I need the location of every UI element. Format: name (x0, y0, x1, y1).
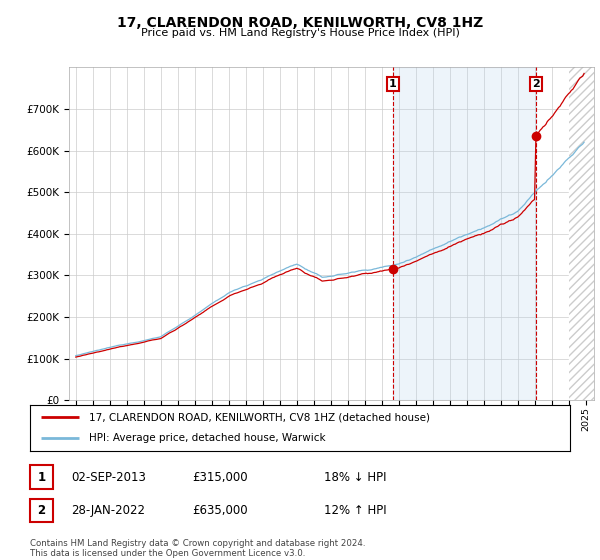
Text: 02-SEP-2013: 02-SEP-2013 (71, 470, 146, 484)
Text: 1: 1 (389, 79, 397, 89)
Text: HPI: Average price, detached house, Warwick: HPI: Average price, detached house, Warw… (89, 433, 326, 444)
Text: 18% ↓ HPI: 18% ↓ HPI (324, 470, 386, 484)
Bar (569, 67, 594, 400)
Text: 17, CLARENDON ROAD, KENILWORTH, CV8 1HZ: 17, CLARENDON ROAD, KENILWORTH, CV8 1HZ (117, 16, 483, 30)
Text: Price paid vs. HM Land Registry's House Price Index (HPI): Price paid vs. HM Land Registry's House … (140, 28, 460, 38)
Text: 12% ↑ HPI: 12% ↑ HPI (324, 504, 386, 517)
Bar (569, 67, 594, 400)
Text: 1: 1 (37, 470, 46, 484)
Text: 2: 2 (37, 504, 46, 517)
Text: 17, CLARENDON ROAD, KENILWORTH, CV8 1HZ (detached house): 17, CLARENDON ROAD, KENILWORTH, CV8 1HZ … (89, 412, 430, 422)
Text: 2: 2 (532, 79, 540, 89)
Text: 28-JAN-2022: 28-JAN-2022 (71, 504, 145, 517)
Text: £635,000: £635,000 (192, 504, 248, 517)
Bar (393, 67, 536, 400)
Text: Contains HM Land Registry data © Crown copyright and database right 2024.
This d: Contains HM Land Registry data © Crown c… (30, 539, 365, 558)
Text: £315,000: £315,000 (192, 470, 248, 484)
